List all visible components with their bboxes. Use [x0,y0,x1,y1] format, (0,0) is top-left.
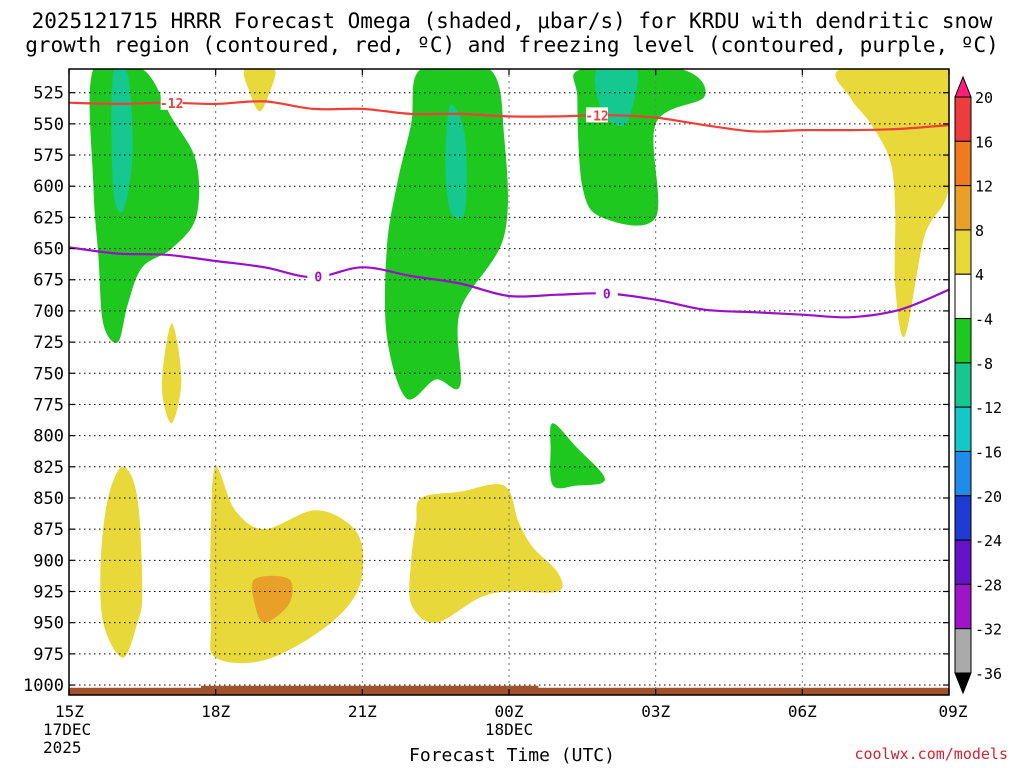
colorbar-box-10 [954,539,972,585]
y-tick-label-900: 900 [33,551,64,571]
ground-surface-bump [201,685,539,689]
omega-green-4 [550,423,605,489]
colorbar-label-16: 16 [975,133,993,151]
y-tick-label-875: 875 [33,520,64,540]
colorbar-box-9 [954,495,972,541]
omega-yellow-top [243,69,276,112]
omega-yellow-small [161,323,182,424]
colorbar-box-3 [954,229,972,275]
omega-orange-mid [251,575,293,623]
omega-yellow-right [835,69,949,338]
x-tick-label-06Z: 06Z [788,702,817,721]
x-tick-label-18Z: 18Z [201,702,230,721]
colorbar-label--4: -4 [975,311,993,329]
colorbar-box-11 [954,583,972,630]
colorbar-box-1 [954,140,972,187]
colorbar-label--8: -8 [975,355,993,373]
dendritic-growth-minus12C-label-bg-1 [586,107,608,123]
y-tick-label-600: 600 [33,177,64,197]
freezing-level-0C-label-bg-1 [595,285,618,301]
y-tick-label-825: 825 [33,458,64,478]
x-year-label: 2025 [43,738,82,757]
chart-title: 2025121715 HRRR Forecast Omega (shaded, … [31,9,993,33]
colorbar-label--24: -24 [975,532,1002,550]
x-tick-label-03Z: 03Z [641,702,670,721]
colorbar-label--16: -16 [975,444,1002,462]
colorbar-box-6 [954,362,972,408]
y-tick-label-800: 800 [33,427,64,447]
colorbar-box-7 [954,406,972,452]
x-tick-label-21Z: 21Z [348,702,377,721]
colorbar-label-4: 4 [975,266,984,284]
y-tick-label-725: 725 [33,333,64,353]
colorbar-arrow-top [954,75,972,98]
y-tick-label-1000: 1000 [23,676,64,696]
y-tick-label-775: 775 [33,395,64,415]
y-tick-label-650: 650 [33,240,64,260]
colorbar-label--20: -20 [975,488,1002,506]
colorbar-label--32: -32 [975,621,1002,639]
freezing-level-0C-label-0: 0 [314,270,322,285]
freezing-level-0C-line [69,246,949,319]
plot-layers: -12 -12 0 0 [69,69,949,695]
dendritic-growth-minus12C-label-1: -12 [585,109,608,124]
colorbar-box-12 [954,628,972,674]
y-tick-label-975: 975 [33,645,64,665]
dendritic-growth-minus12C-line [69,100,949,133]
y-tick-label-525: 525 [33,84,64,104]
colorbar-box-2 [954,185,972,231]
colorbar-label-20: 20 [975,89,993,107]
y-tick-label-575: 575 [33,146,64,166]
colorbar-box-5 [954,318,972,364]
omega-teal-2 [445,104,467,220]
x-date-label-18DEC: 18DEC [485,720,533,739]
y-tick-label-950: 950 [33,614,64,634]
omega-yellow-left [100,466,143,658]
x-date-label-17DEC: 17DEC [43,720,91,739]
omega-green-2 [384,69,508,400]
freezing-level-0C-label-bg-0 [307,268,330,284]
chart-title-line2: growth region (contoured, red, ºC) and f… [25,33,999,57]
x-tick-label-00Z: 00Z [495,702,524,721]
colorbar-box-0 [954,96,972,142]
colorbar-label--28: -28 [975,576,1002,594]
y-tick-label-700: 700 [33,302,64,322]
x-axis-label: Forecast Time (UTC) [409,745,615,766]
dendritic-growth-minus12C-label-0: -12 [160,97,183,112]
colorbar-label--12: -12 [975,399,1002,417]
y-tick-label-750: 750 [33,364,64,384]
colorbar-label-8: 8 [975,222,984,240]
y-tick-label-925: 925 [33,582,64,602]
colorbar-label--36: -36 [975,665,1002,683]
credit-text: coolwx.com/models [854,745,1008,763]
x-tick-label-09Z: 09Z [939,702,968,721]
colorbar-label-12: 12 [975,178,993,196]
x-tick-label-15Z: 15Z [55,702,84,721]
colorbar-box-4 [954,273,972,320]
freezing-level-0C-label-1: 0 [603,287,611,302]
colorbar-arrow-bottom [954,672,972,695]
colorbar-box-8 [954,450,972,497]
y-tick-label-625: 625 [33,208,64,228]
omega-yellow-mid [210,466,364,664]
y-tick-label-550: 550 [33,115,64,135]
dendritic-growth-minus12C-label-bg-0 [160,94,183,110]
y-tick-label-675: 675 [33,271,64,291]
omega-yellow-right-mid [409,483,563,623]
y-tick-label-850: 850 [33,489,64,509]
